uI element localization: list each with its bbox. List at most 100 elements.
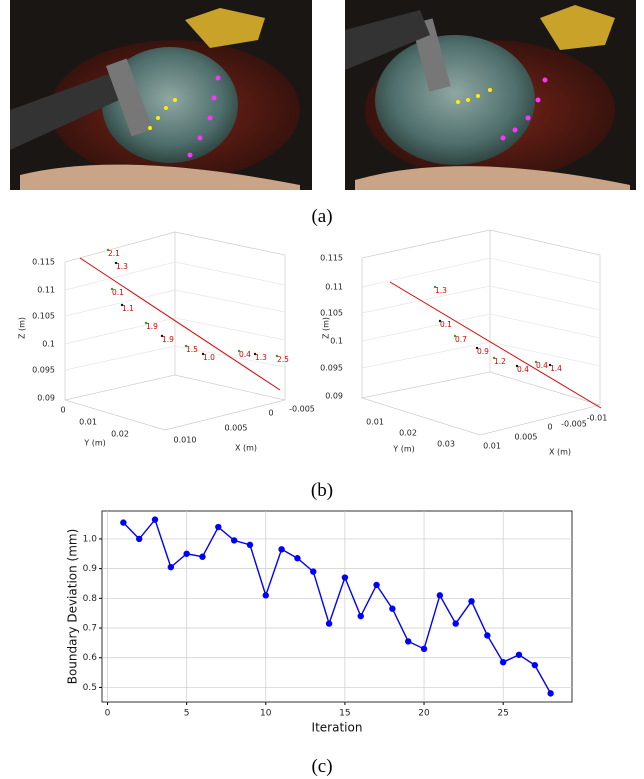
point-label: 1.2 (494, 357, 506, 366)
caption: (a) (311, 206, 332, 227)
x-tick-label: 0 (105, 709, 111, 719)
data-point (120, 519, 127, 526)
data-point (531, 661, 539, 669)
data-point (515, 651, 523, 658)
x-axis-label: X (m) (235, 444, 257, 453)
data-point (484, 632, 491, 639)
point-label: 0.1 (440, 320, 452, 329)
point (184, 344, 188, 348)
plot-frame (101, 510, 573, 703)
data-point (215, 523, 222, 531)
caption: (c) (311, 756, 332, 777)
point-label: 1.1 (122, 304, 134, 313)
point-label: 1.9 (146, 322, 158, 331)
z-tick-label: 0.1 (42, 340, 55, 349)
point (433, 285, 437, 289)
y-tick-label: 0.7 (83, 624, 97, 634)
point (106, 248, 110, 252)
x-tick-label: 15 (339, 709, 350, 719)
z-tick-label: 0.09 (37, 394, 55, 403)
point-label: 0.7 (455, 335, 467, 344)
x-tick-label: 5 (184, 709, 190, 719)
x-tick-label: 0 (268, 409, 273, 418)
point (201, 352, 205, 356)
point-label: 1.3 (116, 262, 128, 271)
data-point (167, 563, 175, 571)
data-point (436, 592, 444, 599)
y-tick-label: 0.03 (437, 440, 455, 449)
point (160, 334, 164, 338)
x-axis-label: Iteration (312, 721, 363, 735)
point-label: 2.1 (108, 249, 120, 258)
point (548, 363, 552, 367)
x-tick-label: 0.01 (483, 442, 501, 451)
z-tick-label: 0.115 (32, 258, 55, 267)
data-point (357, 612, 364, 620)
z-tick-label: 0.11 (37, 286, 55, 295)
data-point (547, 690, 554, 697)
point (253, 352, 257, 356)
data-point (389, 605, 396, 612)
point (515, 364, 519, 368)
point-label: 1.3 (255, 353, 267, 362)
point-label: 0.9 (477, 347, 489, 356)
y-tick-label: 0 (60, 406, 65, 415)
point-label: 0.4 (536, 361, 548, 370)
x-axis-label: X (m) (549, 448, 571, 457)
x-tick-label: 25 (497, 709, 508, 719)
point (114, 261, 118, 265)
data-point (310, 568, 317, 575)
data-point (199, 553, 206, 560)
point (475, 346, 479, 350)
axes-3d-right (361, 229, 601, 436)
x-tick-label: -0.01 (587, 414, 608, 423)
point-label: 1.0 (203, 353, 215, 362)
data-point (325, 620, 333, 627)
point-label: 1.3 (435, 286, 447, 295)
x-tick-label: 0.005 (225, 424, 248, 433)
data-point (151, 516, 159, 523)
z-tick-label: 0.115 (320, 254, 343, 263)
data-point (405, 638, 412, 645)
data-point (341, 574, 349, 581)
y-tick-label: 0.01 (366, 418, 384, 427)
data-point (183, 550, 190, 557)
data-point (420, 645, 428, 653)
point (110, 287, 114, 291)
point-label: 2.5 (277, 355, 289, 364)
y-tick-label: 0.02 (399, 429, 417, 438)
z-tick-label: 0.105 (32, 312, 55, 321)
regression-line (389, 281, 602, 409)
y-tick-label: 1.0 (83, 534, 98, 544)
y-axis-label: Y (m) (392, 445, 414, 454)
y-axis-label: Y (m) (83, 439, 105, 448)
z-tick-label: 0.11 (325, 283, 343, 292)
z-axis-label: Z (m) (18, 317, 27, 339)
y-tick-label: 0.6 (83, 653, 98, 663)
z-axis-label: Z (m) (322, 317, 331, 339)
data-point (452, 620, 459, 627)
regression-line (79, 257, 281, 391)
point-label: 0.4 (517, 365, 529, 374)
point (492, 356, 496, 360)
x-tick-label: 0.010 (174, 436, 197, 445)
data-point (135, 535, 143, 543)
z-tick-label: 0.105 (320, 309, 343, 318)
data-line (122, 518, 552, 694)
axes-3d-left (64, 231, 286, 431)
point-label: 0.4 (239, 350, 251, 359)
y-tick-label: 0.01 (79, 418, 97, 427)
photo-right (345, 0, 636, 190)
caption: (b) (311, 480, 333, 501)
point (275, 354, 279, 358)
point (237, 349, 241, 353)
data-point (294, 555, 301, 562)
point (120, 303, 124, 307)
x-tick-label: 0.005 (515, 433, 538, 442)
data-point (373, 581, 380, 589)
x-tick-label: -0.005 (289, 405, 315, 414)
point-label: 1.5 (186, 345, 198, 354)
z-tick-label: 0.1 (330, 337, 343, 346)
